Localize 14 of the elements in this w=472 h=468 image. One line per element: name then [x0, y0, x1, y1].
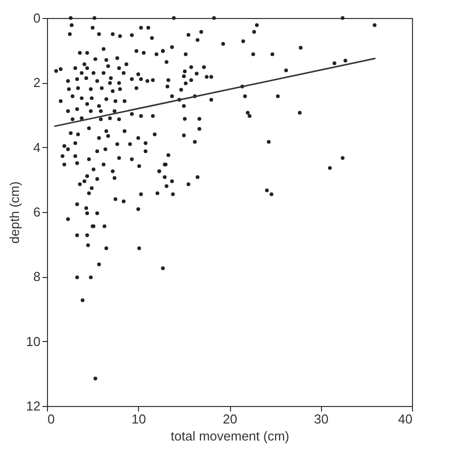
y-tick-label: 4 — [33, 140, 40, 155]
y-axis-title: depth (cm) — [7, 181, 22, 244]
y-tick-label: 6 — [33, 204, 40, 220]
x-axis-title: total movement (cm) — [170, 428, 290, 444]
y-tick-label: 8 — [33, 269, 40, 284]
y-tick-label: 0 — [33, 10, 40, 26]
x-tick-label: 0 — [48, 412, 55, 426]
x-tick-label: 40 — [398, 412, 412, 426]
x-tick-label: 10 — [132, 412, 146, 426]
x-tick-label: 30 — [314, 412, 328, 426]
x-tick-label: 20 — [222, 412, 238, 426]
y-tick-label: 12 — [26, 398, 40, 414]
y-tick-label: 2 — [33, 75, 40, 90]
y-tick-label: 10 — [26, 334, 40, 349]
